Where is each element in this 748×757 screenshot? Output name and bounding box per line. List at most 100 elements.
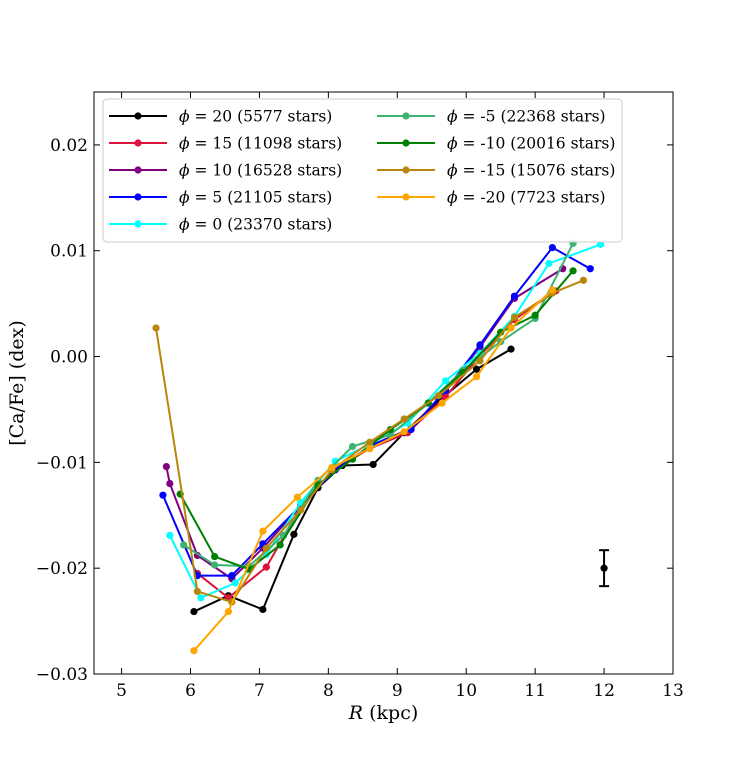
legend-label-value: -5 (22368 stars): [480, 108, 605, 126]
legend-label-symbol: ϕ =: [179, 162, 212, 180]
legend-item-phi_10: ϕ = 10 (16528 stars): [109, 162, 342, 180]
legend-label: ϕ = 0 (23370 stars): [179, 216, 332, 234]
legend-label-value: 20 (5577 stars): [212, 108, 332, 126]
legend-label-value: 0 (23370 stars): [212, 216, 332, 234]
data-point-phi_10: [162, 462, 170, 471]
legend-label-symbol: ϕ =: [447, 189, 480, 207]
data-point-phi_m10: [569, 267, 577, 275]
data-point-phi_m10: [531, 311, 539, 319]
series-group: [152, 239, 605, 655]
legend-swatch-marker: [134, 139, 142, 147]
data-point-phi_0: [231, 579, 239, 587]
y-tick-label: −0.03: [36, 665, 88, 685]
data-point-phi_5: [586, 265, 594, 273]
data-point-phi_m20: [224, 607, 233, 616]
data-point-phi_m10: [276, 541, 284, 549]
legend-label-symbol: ϕ =: [179, 108, 212, 126]
legend: ϕ = 20 (5577 stars)ϕ = 15 (11098 stars)ϕ…: [102, 98, 623, 243]
data-point-phi_m20: [259, 527, 267, 535]
x-tick-label: 6: [185, 681, 196, 701]
x-tick-label: 7: [254, 681, 265, 701]
legend-label-symbol: ϕ =: [179, 189, 212, 207]
legend-label: ϕ = -20 (7723 stars): [447, 189, 606, 207]
legend-item-phi_m20: ϕ = -20 (7723 stars): [377, 189, 606, 207]
series-line-phi_m20: [193, 289, 554, 652]
data-point-phi_m20: [366, 445, 374, 453]
data-point-phi_m15: [297, 506, 305, 514]
y-tick-label: 0.02: [50, 136, 88, 156]
legend-item-phi_20: ϕ = 20 (5577 stars): [109, 108, 332, 126]
data-point-phi_15: [262, 563, 270, 571]
data-point-phi_m20: [328, 464, 336, 472]
legend-item-phi_m5: ϕ = -5 (22368 stars): [377, 108, 606, 126]
y-tick-label: −0.02: [36, 559, 88, 579]
data-point-phi_5: [548, 243, 556, 252]
data-point-phi_m20: [400, 428, 408, 436]
data-point-phi_5: [510, 292, 519, 300]
legend-label: ϕ = 15 (11098 stars): [179, 135, 342, 153]
legend-label-value: 15 (11098 stars): [212, 135, 342, 153]
legend-swatch-marker: [134, 220, 142, 228]
x-tick-label: 5: [116, 681, 127, 701]
data-point-phi_m5: [348, 442, 357, 451]
data-point-phi_0: [545, 259, 553, 268]
data-point-phi_20: [472, 365, 481, 373]
data-point-phi_m15: [152, 324, 160, 332]
data-point-phi_m15: [435, 392, 443, 400]
legend-label-symbol: ϕ =: [447, 162, 480, 180]
data-point-phi_m20: [472, 373, 481, 381]
y-tick-label: 0.01: [50, 242, 88, 262]
legend-swatch-marker: [134, 166, 142, 174]
data-point-phi_m15: [579, 276, 587, 284]
x-tick-label: 10: [455, 681, 477, 701]
data-point-phi_m15: [366, 438, 374, 446]
data-point-phi_m20: [293, 493, 301, 501]
legend-item-phi_15: ϕ = 15 (11098 stars): [109, 135, 342, 153]
series-line-phi_m5: [183, 242, 574, 568]
legend-item-phi_5: ϕ = 5 (21105 stars): [109, 189, 332, 207]
series-line-phi_10: [165, 267, 564, 580]
data-point-phi_10: [166, 479, 174, 488]
legend-label-symbol: ϕ =: [447, 108, 480, 126]
legend-label: ϕ = 10 (16528 stars): [179, 162, 342, 180]
x-axis-label-unit: (kpc): [363, 702, 418, 724]
legend-label-symbol: ϕ =: [447, 135, 480, 153]
x-axis-label: R (kpc): [348, 702, 419, 724]
legend-label: ϕ = 5 (21105 stars): [179, 189, 332, 207]
data-point-phi_m20: [190, 647, 198, 655]
data-point-phi_20: [507, 345, 515, 353]
legend-swatch-marker: [134, 112, 142, 120]
legend-item-phi_m10: ϕ = -10 (20016 stars): [377, 135, 615, 153]
legend-label-value: -15 (15076 stars): [480, 162, 615, 180]
legend-label: ϕ = 20 (5577 stars): [179, 108, 332, 126]
data-point-phi_m15: [262, 544, 270, 552]
data-point-phi_5: [159, 491, 167, 499]
y-tick-label: −0.01: [36, 453, 88, 473]
legend-label-value: 5 (21105 stars): [212, 189, 332, 207]
data-point-phi_20: [290, 530, 298, 538]
data-point-phi_0: [441, 377, 450, 385]
y-tick-label: 0.00: [50, 348, 88, 368]
data-point-phi_m10: [211, 552, 219, 561]
x-tick-label: 12: [593, 681, 615, 701]
data-point-phi_m15: [510, 313, 519, 321]
data-point-phi_20: [259, 605, 267, 614]
legend-label: ϕ = -5 (22368 stars): [447, 108, 606, 126]
error-bar-point: [600, 564, 608, 572]
legend-item-phi_m15: ϕ = -15 (15076 stars): [377, 162, 615, 180]
data-point-phi_m20: [507, 324, 515, 332]
legend-swatch-marker: [134, 193, 142, 201]
legend-label-value: 10 (16528 stars): [212, 162, 342, 180]
data-point-phi_20: [369, 460, 377, 469]
data-point-phi_0: [197, 594, 205, 602]
series-line-phi_0: [168, 243, 601, 599]
data-point-phi_20: [190, 607, 198, 616]
legend-box: [102, 98, 623, 243]
data-point-phi_5: [476, 341, 484, 349]
legend-swatch-marker: [402, 193, 410, 201]
data-point-phi_0: [331, 457, 339, 465]
series-line-phi_20: [193, 348, 512, 613]
x-tick-label: 11: [524, 681, 546, 701]
data-point-phi_m15: [193, 587, 201, 596]
